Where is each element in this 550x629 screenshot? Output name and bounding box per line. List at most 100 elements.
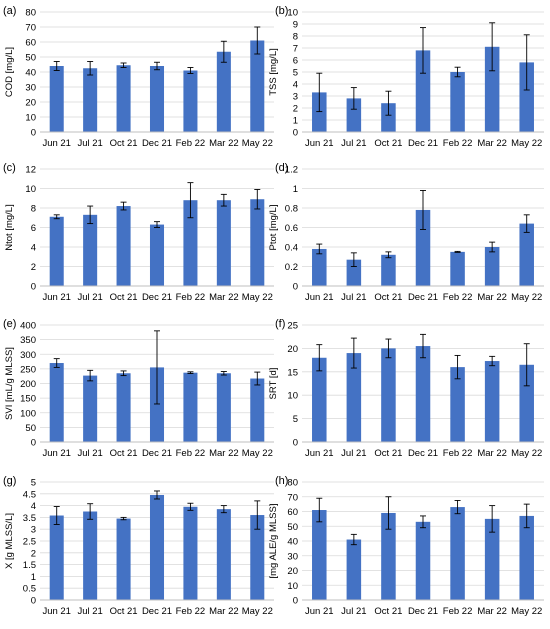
y-tick-label: 20	[287, 566, 298, 577]
bar	[183, 506, 198, 600]
x-tick-label: Mar 22	[209, 606, 239, 617]
y-tick-label: 5	[31, 478, 36, 489]
panel-label: (b)	[275, 5, 288, 17]
y-tick-label: 50	[287, 522, 298, 533]
bar	[116, 518, 131, 600]
bar	[250, 199, 265, 286]
x-tick-label: Jul 21	[77, 606, 102, 617]
x-tick-label: May 22	[511, 292, 542, 303]
x-tick-label: Mar 22	[477, 448, 507, 459]
bar	[149, 224, 165, 286]
chart-panel: (g) 00.511.522.533.544.55 X [g MLSS/L] Jun …	[3, 475, 274, 617]
x-tick-label: Jul 21	[77, 292, 102, 303]
bar	[149, 66, 165, 132]
x-tick-label: Dec 21	[142, 606, 172, 617]
x-tick-label: Jun 21	[42, 138, 71, 149]
bar	[450, 72, 465, 132]
y-tick-label: 12	[25, 165, 36, 176]
bar	[250, 378, 265, 442]
panel-label: (h)	[275, 475, 288, 487]
y-tick-label: 50	[25, 53, 36, 64]
x-tick-label: May 22	[511, 606, 542, 617]
bar	[83, 214, 98, 286]
bar	[216, 51, 231, 132]
bar	[116, 373, 131, 442]
bar	[183, 372, 198, 442]
bar	[484, 518, 500, 600]
x-tick-label: May 22	[242, 448, 273, 459]
y-tick-label: 200	[20, 379, 36, 390]
x-tick-label: Jul 21	[341, 448, 366, 459]
y-tick-label: 0	[293, 438, 298, 449]
x-tick-label: Dec 21	[408, 292, 438, 303]
y-tick-label: 20	[25, 98, 36, 109]
y-tick-label: 10	[287, 391, 298, 402]
x-tick-label: Jun 21	[42, 606, 71, 617]
x-tick-label: Jun 21	[42, 448, 71, 459]
bar	[519, 364, 534, 442]
bar	[484, 46, 500, 132]
x-tick-label: Jul 21	[341, 138, 366, 149]
x-tick-label: Jul 21	[77, 138, 102, 149]
x-tick-label: Jul 21	[77, 448, 102, 459]
y-tick-label: 50	[25, 423, 36, 434]
y-tick-label: 10	[25, 113, 36, 124]
y-tick-label: 4.5	[23, 489, 36, 500]
bar	[519, 62, 534, 132]
y-tick-label: 0.2	[285, 262, 298, 273]
bar	[415, 521, 431, 600]
y-tick-label: 6	[31, 223, 36, 234]
y-tick-label: 100	[20, 408, 36, 419]
y-tick-label: 2	[31, 548, 36, 559]
panel-label: (g)	[3, 475, 16, 487]
y-tick-label: 2.5	[23, 537, 36, 548]
bar	[83, 375, 98, 442]
bar	[183, 200, 198, 286]
y-axis-label: TSS [mg/L]	[268, 48, 279, 96]
y-tick-label: 7	[293, 44, 298, 55]
x-tick-label: May 22	[511, 138, 542, 149]
y-tick-label: 2	[31, 262, 36, 273]
panel-label: (c)	[3, 162, 16, 174]
x-tick-label: Jun 21	[305, 448, 334, 459]
x-tick-label: Dec 21	[142, 448, 172, 459]
x-tick-label: May 22	[242, 138, 273, 149]
y-tick-label: 70	[287, 492, 298, 503]
bar	[149, 494, 165, 600]
bar	[346, 353, 362, 442]
y-tick-label: 3	[31, 525, 36, 536]
x-tick-label: Oct 21	[374, 292, 402, 303]
bar	[415, 50, 431, 132]
bar	[346, 539, 362, 600]
bar	[216, 200, 231, 286]
y-tick-label: 25	[287, 321, 298, 332]
chart-panel: (f) 0 5 10 15 20 25 SRT [d] Jun 21 Jul 21 Oct 21 De…	[268, 318, 544, 459]
y-tick-label: 30	[287, 551, 298, 562]
bar	[415, 346, 431, 442]
y-axis-label: SVI [mL/g MLSS]	[4, 347, 15, 420]
y-tick-label: 80	[25, 8, 36, 19]
y-axis-label: Ntot [mg/L]	[4, 204, 15, 250]
y-tick-label: 4	[31, 501, 36, 512]
y-tick-label: 6	[293, 56, 298, 67]
x-tick-label: Feb 22	[443, 292, 473, 303]
y-tick-label: 2	[293, 104, 298, 115]
x-tick-label: Oct 21	[110, 292, 138, 303]
y-tick-label: 30	[25, 83, 36, 94]
bar	[216, 509, 231, 600]
chart-panel: (h) 0 10 20 30 40 50 60 70 80 [mg ALE/g MLSS] Jun 2…	[268, 475, 544, 617]
bar	[116, 65, 131, 132]
y-tick-label: 0	[31, 282, 36, 293]
x-tick-label: Jun 21	[305, 606, 334, 617]
y-tick-label: 3	[293, 92, 298, 103]
y-axis-label: X [g MLSS/L]	[4, 513, 15, 569]
x-tick-label: Dec 21	[408, 448, 438, 459]
bar	[381, 103, 396, 132]
y-tick-label: 4	[293, 80, 298, 91]
y-tick-label: 60	[25, 38, 36, 49]
y-tick-label: 5	[293, 414, 298, 425]
y-tick-label: 60	[287, 507, 298, 518]
y-tick-label: 70	[25, 23, 36, 34]
y-tick-label: 8	[31, 204, 36, 215]
